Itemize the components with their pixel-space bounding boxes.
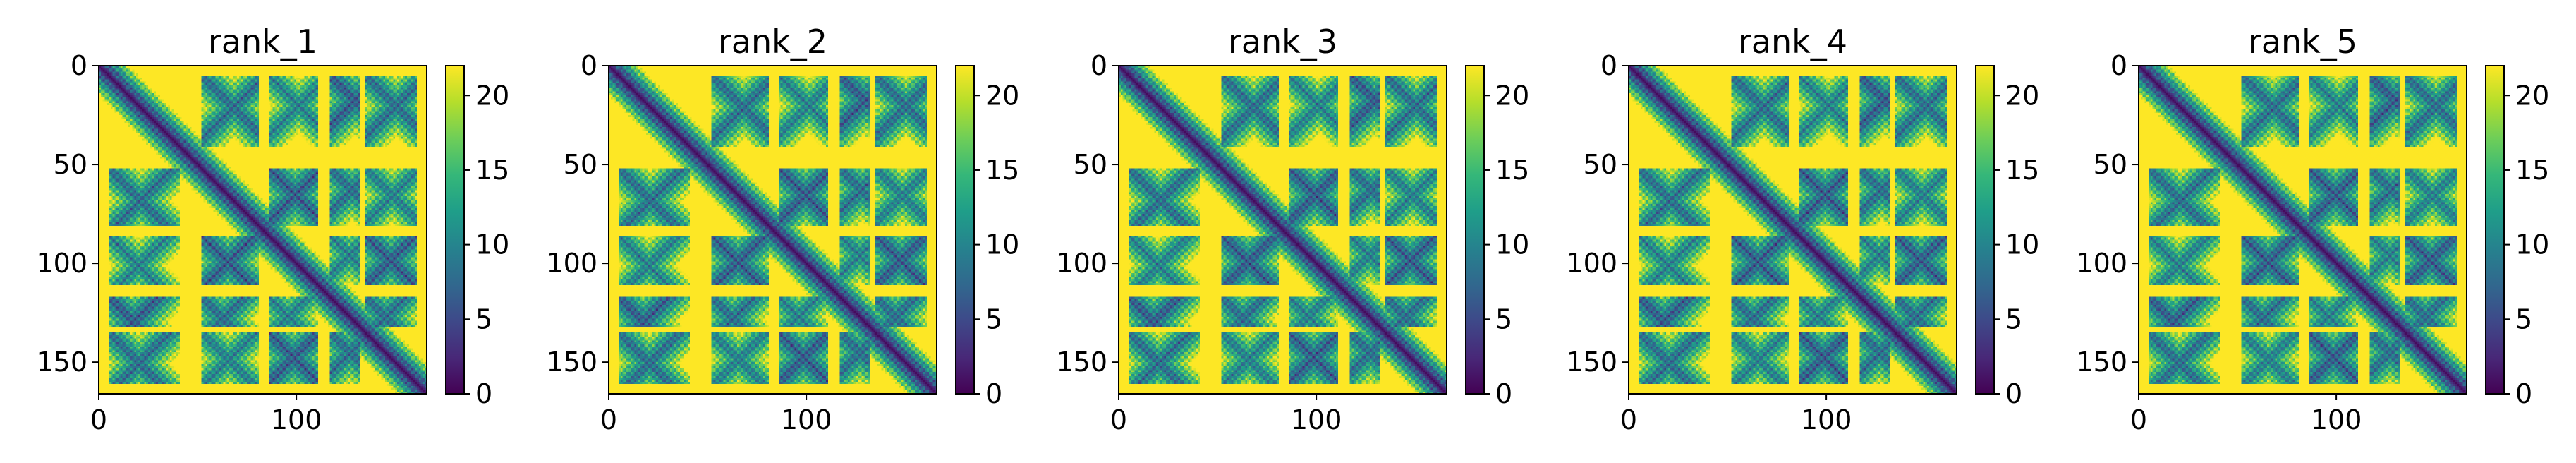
colorbar-tick-label: 15 [2005,155,2039,186]
colorbar [1976,66,1994,394]
y-tick-label: 150 [36,347,87,378]
x-tick-label: 0 [600,404,617,435]
y-tick-label: 150 [1566,347,1617,378]
colorbar-tick-label: 20 [2005,80,2039,111]
colorbar-tick-label: 15 [475,155,509,186]
y-tick-label: 150 [546,347,597,378]
x-tick-label: 0 [1110,404,1127,435]
y-tick-label: 100 [1566,248,1617,279]
colorbar-tick-label: 5 [1495,303,1512,335]
colorbar-tick-label: 15 [985,155,1019,186]
panel-title: rank_3 [1228,23,1337,61]
colorbar-tick-label: 0 [985,378,1002,409]
colorbar [1466,66,1484,394]
y-tick-label: 50 [1074,149,1107,180]
y-tick-label: 0 [2110,50,2127,81]
y-tick-label: 50 [54,149,87,180]
panel-title: rank_1 [208,23,317,61]
heatmap-image [2139,66,2467,394]
colorbar-tick-label: 0 [475,378,492,409]
x-tick-label: 0 [2130,404,2147,435]
colorbar-tick-label: 10 [2005,229,2039,260]
colorbar-tick-label: 20 [1495,80,1529,111]
panel-title: rank_4 [1738,23,1847,61]
colorbar-tick-label: 0 [2515,378,2532,409]
x-tick-label: 0 [1620,404,1637,435]
x-tick-label: 100 [781,404,832,435]
panel-title: rank_2 [718,23,827,61]
colorbar-tick-label: 0 [2005,378,2022,409]
x-tick-label: 100 [1291,404,1342,435]
colorbar-tick-label: 5 [985,303,1002,335]
y-tick-label: 50 [564,149,597,180]
colorbar-tick-label: 5 [2515,303,2532,335]
colorbar-tick-label: 20 [475,80,509,111]
colorbar [956,66,974,394]
heatmap-image [1119,66,1447,394]
heatmap-image [609,66,937,394]
colorbar-tick-label: 10 [2515,229,2549,260]
heatmap-image [1629,66,1957,394]
y-tick-label: 150 [1056,347,1107,378]
x-tick-label: 0 [90,404,107,435]
colorbar-tick-label: 10 [985,229,1019,260]
y-tick-label: 100 [1056,248,1107,279]
colorbar-tick-label: 20 [2515,80,2549,111]
x-tick-label: 100 [2311,404,2362,435]
y-tick-label: 50 [1584,149,1617,180]
x-tick-label: 100 [1801,404,1852,435]
y-tick-label: 100 [2076,248,2127,279]
colorbar-tick-label: 10 [1495,229,1529,260]
y-tick-label: 0 [1090,50,1107,81]
y-tick-label: 0 [1600,50,1617,81]
colorbar-tick-label: 15 [2515,155,2549,186]
colorbar-tick-label: 5 [475,303,492,335]
colorbar-tick-label: 20 [985,80,1019,111]
colorbar-tick-label: 15 [1495,155,1529,186]
colorbar-tick-label: 5 [2005,303,2022,335]
y-tick-label: 100 [36,248,87,279]
colorbar-tick-label: 0 [1495,378,1512,409]
y-tick-label: 0 [581,50,597,81]
y-tick-label: 50 [2094,149,2127,180]
colorbar [2486,66,2504,394]
heatmap-image [99,66,427,394]
y-tick-label: 150 [2076,347,2127,378]
colorbar [446,66,464,394]
panel-title: rank_5 [2248,23,2357,61]
colorbar-tick-label: 10 [475,229,509,260]
y-tick-label: 100 [546,248,597,279]
y-tick-label: 0 [71,50,87,81]
x-tick-label: 100 [271,404,322,435]
